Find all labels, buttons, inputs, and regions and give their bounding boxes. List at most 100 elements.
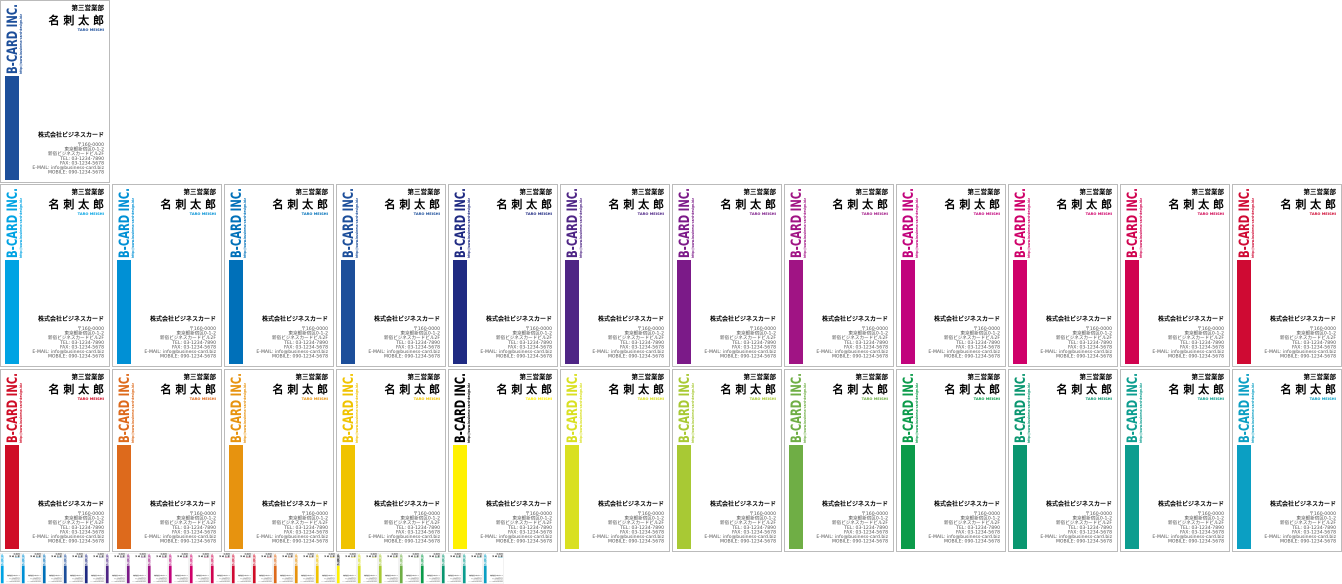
romaji: TARO MEISHI <box>288 557 294 559</box>
name: 名 刺 太 郎 <box>114 554 125 558</box>
address-line: E-MAIL: info@business-card.biz <box>256 534 328 540</box>
address-line: E-MAIL: info@business-card.biz <box>704 349 776 355</box>
name: 名 刺 太 郎 <box>49 382 105 396</box>
logo: B-CARD INC. <box>231 554 235 566</box>
url: http://www.business-card-design.biz <box>467 383 471 443</box>
color-bar <box>5 76 19 180</box>
address-line: E-MAIL: info@business-card.biz <box>368 349 440 355</box>
address-line: TEL: 03-1234-7890 <box>411 579 420 581</box>
address-line: E-MAIL: info@business-card.biz <box>1264 534 1336 540</box>
logo: B-CARD INC. <box>105 554 109 566</box>
romaji: TARO MEISHI <box>78 28 104 32</box>
business-card: B-CARD INC.http://www.business-card-desi… <box>672 184 782 367</box>
address-line: E-MAIL: info@business-card.biz <box>368 534 440 540</box>
address-line: 東京都新宿区0-1-2 <box>1184 330 1224 337</box>
address-line: FAX: 03-1234-5678 <box>60 344 104 350</box>
department: 第三営業部 <box>744 372 777 381</box>
name: 名 刺 太 郎 <box>72 554 83 558</box>
business-card: B-CARD INC.http://www.business-card-desi… <box>896 184 1006 367</box>
address-line: E-MAIL: info@business-card.biz <box>928 349 1000 355</box>
logo: B-CARD INC. <box>1125 188 1141 258</box>
address-line: 〒160-0000 <box>1197 326 1224 332</box>
address-line: MOBILE: 090-1234-5678 <box>272 354 328 360</box>
address-line: E-MAIL: info@business-card.biz <box>816 349 888 355</box>
address-line: MOBILE: 090-1234-5678 <box>408 581 419 583</box>
address-line: TEL: 03-1234-7890 <box>222 579 231 581</box>
address-line: 新宿ビジネスカードビル2F <box>496 519 552 526</box>
romaji: TARO MEISHI <box>435 557 441 559</box>
name: 名 刺 太 郎 <box>9 554 20 558</box>
address-line: E-MAIL: info@business-card.biz <box>704 534 776 540</box>
name: 名 刺 太 郎 <box>1281 197 1337 211</box>
romaji: TARO MEISHI <box>1086 212 1112 216</box>
address-line: FAX: 03-1234-5678 <box>1068 529 1112 535</box>
address-line: MOBILE: 090-1234-5678 <box>496 354 552 360</box>
romaji: TARO MEISHI <box>302 212 328 216</box>
address-line: FAX: 03-1234-5678 <box>172 529 216 535</box>
name: 名 刺 太 郎 <box>1169 197 1225 211</box>
department: 第三営業部 <box>72 3 105 12</box>
address-line: TEL: 03-1234-7890 <box>843 340 888 346</box>
business-card: B-CARD INC.http://www.business-card-desi… <box>1120 369 1230 552</box>
company: 株式会社ビジネスカード <box>934 315 1000 323</box>
address-line: FAX: 03-1234-5678 <box>1068 344 1112 350</box>
name: 名 刺 太 郎 <box>450 554 461 558</box>
url: http://www.business-card-design.biz <box>234 555 236 566</box>
address-line: 東京都新宿区0-1-2 <box>288 515 328 522</box>
logo: B-CARD INC. <box>5 188 21 258</box>
address-line: 東京都新宿区0-1-2 <box>736 330 776 337</box>
company: 株式会社ビジネスカード <box>710 315 776 323</box>
address-line: FAX: 03-1234-5678 <box>60 529 104 535</box>
address-line: FAX: 03-1234-5678 <box>1180 529 1224 535</box>
logo: B-CARD INC. <box>441 554 445 566</box>
romaji: TARO MEISHI <box>638 397 664 401</box>
address-line: MOBILE: 090-1234-5678 <box>1056 354 1112 360</box>
address-line: TEL: 03-1234-7890 <box>955 525 1000 531</box>
color-bar <box>84 565 88 584</box>
address-line: TEL: 03-1234-7890 <box>507 525 552 531</box>
department: 第三営業部 <box>408 372 441 381</box>
logo: B-CARD INC. <box>21 554 25 566</box>
address-line: 新宿ビジネスカードビル2F <box>384 334 440 341</box>
business-card: B-CARD INC.http://www.business-card-desi… <box>1232 184 1342 367</box>
company: 株式会社ビジネスカード <box>822 315 888 323</box>
address-line: 新宿ビジネスカードビル2F <box>608 334 664 341</box>
address-line: 〒160-0000 <box>413 326 440 332</box>
url: http://www.business-card-design.biz <box>19 198 23 258</box>
name: 名 刺 太 郎 <box>282 554 293 558</box>
address-line: 〒160-0000 <box>1309 511 1336 517</box>
romaji: TARO MEISHI <box>162 557 168 559</box>
color-bar <box>147 565 151 584</box>
address-line: TEL: 03-1234-7890 <box>283 340 328 346</box>
department: 第三営業部 <box>72 187 105 196</box>
url: http://www.business-card-design.biz <box>255 555 257 566</box>
address-line: MOBILE: 090-1234-5678 <box>1056 539 1112 545</box>
business-card: B-CARD INC.http://www.business-card-desi… <box>448 369 558 552</box>
logo: B-CARD INC. <box>189 554 193 566</box>
address-line: TEL: 03-1234-7890 <box>843 525 888 531</box>
address-line: FAX: 03-1234-5678 <box>508 529 552 535</box>
business-card: B-CARD INC.http://www.business-card-desi… <box>399 553 420 584</box>
address-line: FAX: 03-1234-5678 <box>1292 529 1336 535</box>
address-line: 〒160-0000 <box>749 326 776 332</box>
department: 第三営業部 <box>184 372 217 381</box>
address-line: 新宿ビジネスカードビル2F <box>1056 334 1112 341</box>
address-line: 東京都新宿区0-1-2 <box>176 515 216 522</box>
business-card: B-CARD INC.http://www.business-card-desi… <box>0 0 110 183</box>
company: 株式会社ビジネスカード <box>1158 315 1224 323</box>
address-line: 〒160-0000 <box>749 511 776 517</box>
address-line: MOBILE: 090-1234-5678 <box>1280 539 1336 545</box>
business-card: B-CARD INC.http://www.business-card-desi… <box>1008 184 1118 367</box>
company: 株式会社ビジネスカード <box>374 315 440 323</box>
color-bar <box>1125 445 1139 549</box>
address-line: 新宿ビジネスカードビル2F <box>720 334 776 341</box>
name: 名 刺 太 郎 <box>429 554 440 558</box>
logo: B-CARD INC. <box>336 554 340 566</box>
address-line: E-MAIL: info@business-card.biz <box>32 534 104 540</box>
romaji: TARO MEISHI <box>526 397 552 401</box>
address-line: 新宿ビジネスカードビル2F <box>272 334 328 341</box>
name: 名 刺 太 郎 <box>49 13 105 27</box>
url: http://www.business-card-design.biz <box>1027 198 1031 258</box>
logo: B-CARD INC. <box>453 188 469 258</box>
